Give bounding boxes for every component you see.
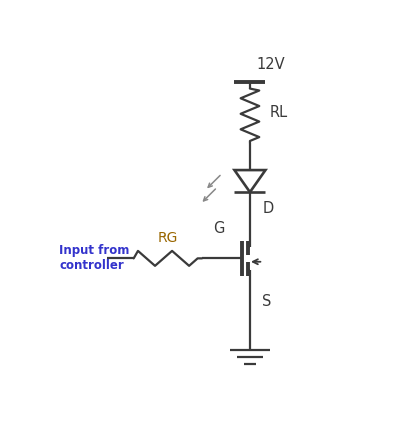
Text: Input from
controller: Input from controller	[59, 244, 130, 273]
Text: D: D	[262, 201, 274, 216]
Text: 12V: 12V	[256, 56, 285, 71]
Text: RL: RL	[270, 105, 288, 120]
Text: S: S	[262, 294, 272, 309]
Text: G: G	[213, 221, 225, 236]
Text: RG: RG	[158, 232, 178, 246]
